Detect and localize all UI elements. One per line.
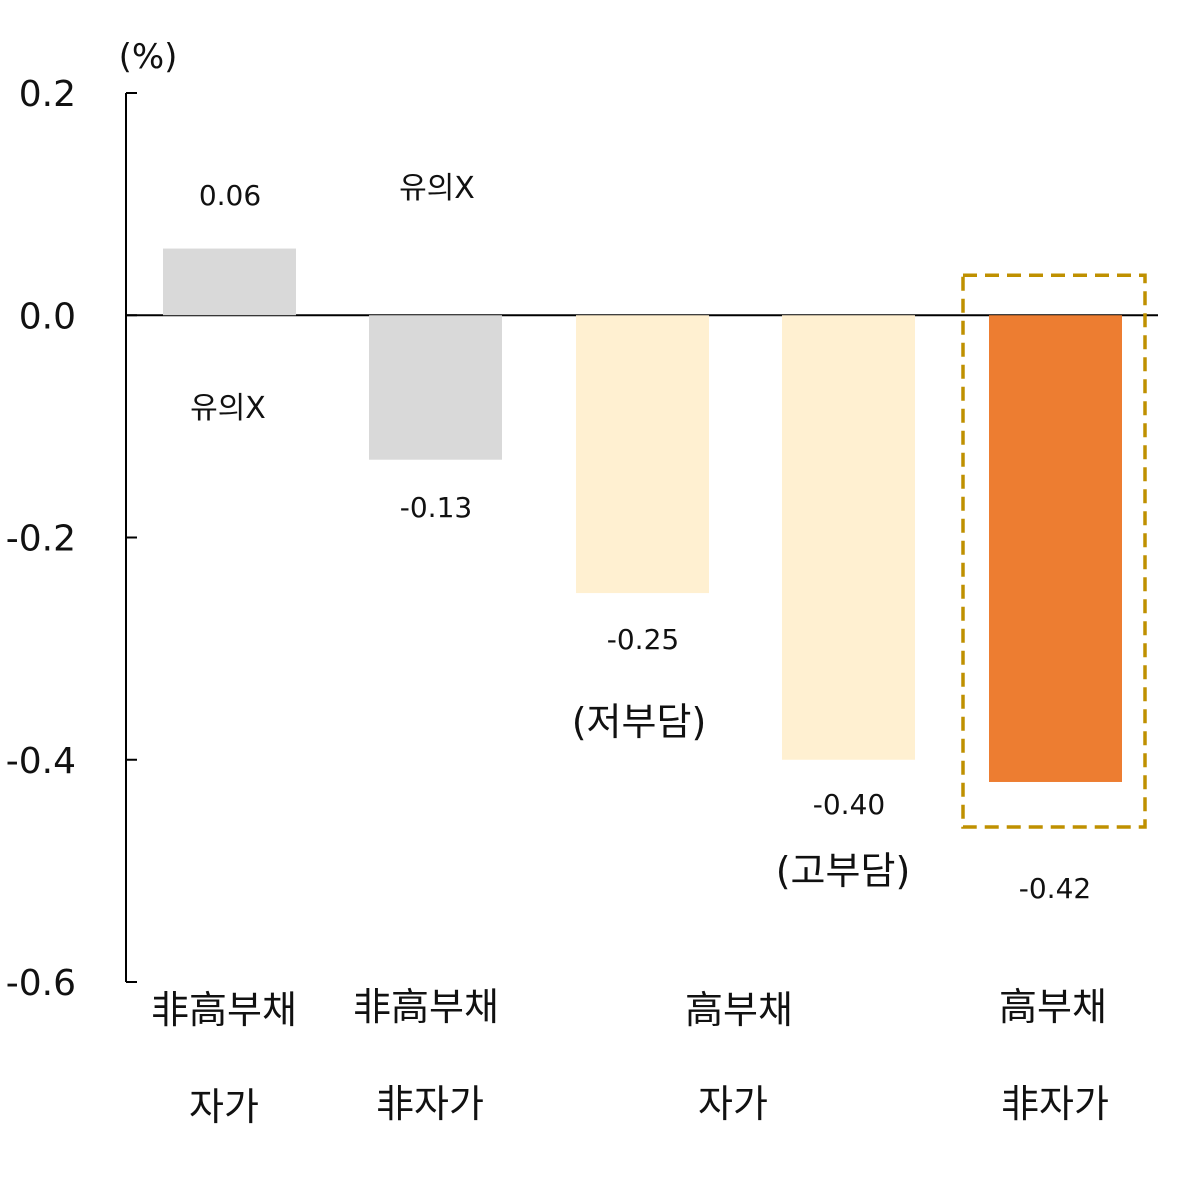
bar — [989, 315, 1122, 782]
y-tick-label: 0.2 — [19, 74, 76, 115]
data-label: 0.06 — [199, 179, 261, 212]
burden-note: (저부담) — [572, 700, 707, 744]
bar — [782, 315, 915, 760]
category-label: 高부채 — [999, 985, 1107, 1029]
y-tick-marks — [126, 92, 137, 983]
category-label: 非자가 — [1001, 1082, 1109, 1126]
y-tick-label: -0.2 — [6, 519, 76, 560]
category-label: 非高부채 — [151, 988, 297, 1032]
highlight-box — [961, 273, 1147, 829]
bar — [576, 315, 709, 594]
y-tick-label: 0.0 — [19, 296, 76, 337]
category-label: 자가 — [698, 1082, 768, 1126]
bar — [369, 315, 502, 460]
y-tick-label: -0.4 — [6, 741, 76, 782]
bar — [163, 248, 296, 316]
category-label: 非자가 — [376, 1082, 484, 1126]
data-label: -0.25 — [607, 623, 679, 656]
data-label: -0.42 — [1019, 872, 1091, 905]
y-tick-label: -0.6 — [6, 963, 76, 1004]
category-label: 高부채 — [685, 988, 793, 1032]
y-unit-label: (%) — [119, 37, 178, 77]
category-label: 자가 — [189, 1085, 259, 1129]
bars — [163, 248, 1122, 782]
significance-note: 유의X — [399, 171, 475, 206]
data-label: -0.40 — [813, 788, 885, 821]
category-label: 非高부채 — [353, 985, 499, 1029]
significance-note: 유의X — [190, 391, 266, 426]
burden-note: (고부담) — [776, 849, 911, 893]
data-label: -0.13 — [400, 491, 472, 524]
y-tick-labels: 0.2 0.0 -0.2 -0.4 -0.6 — [6, 74, 76, 1004]
